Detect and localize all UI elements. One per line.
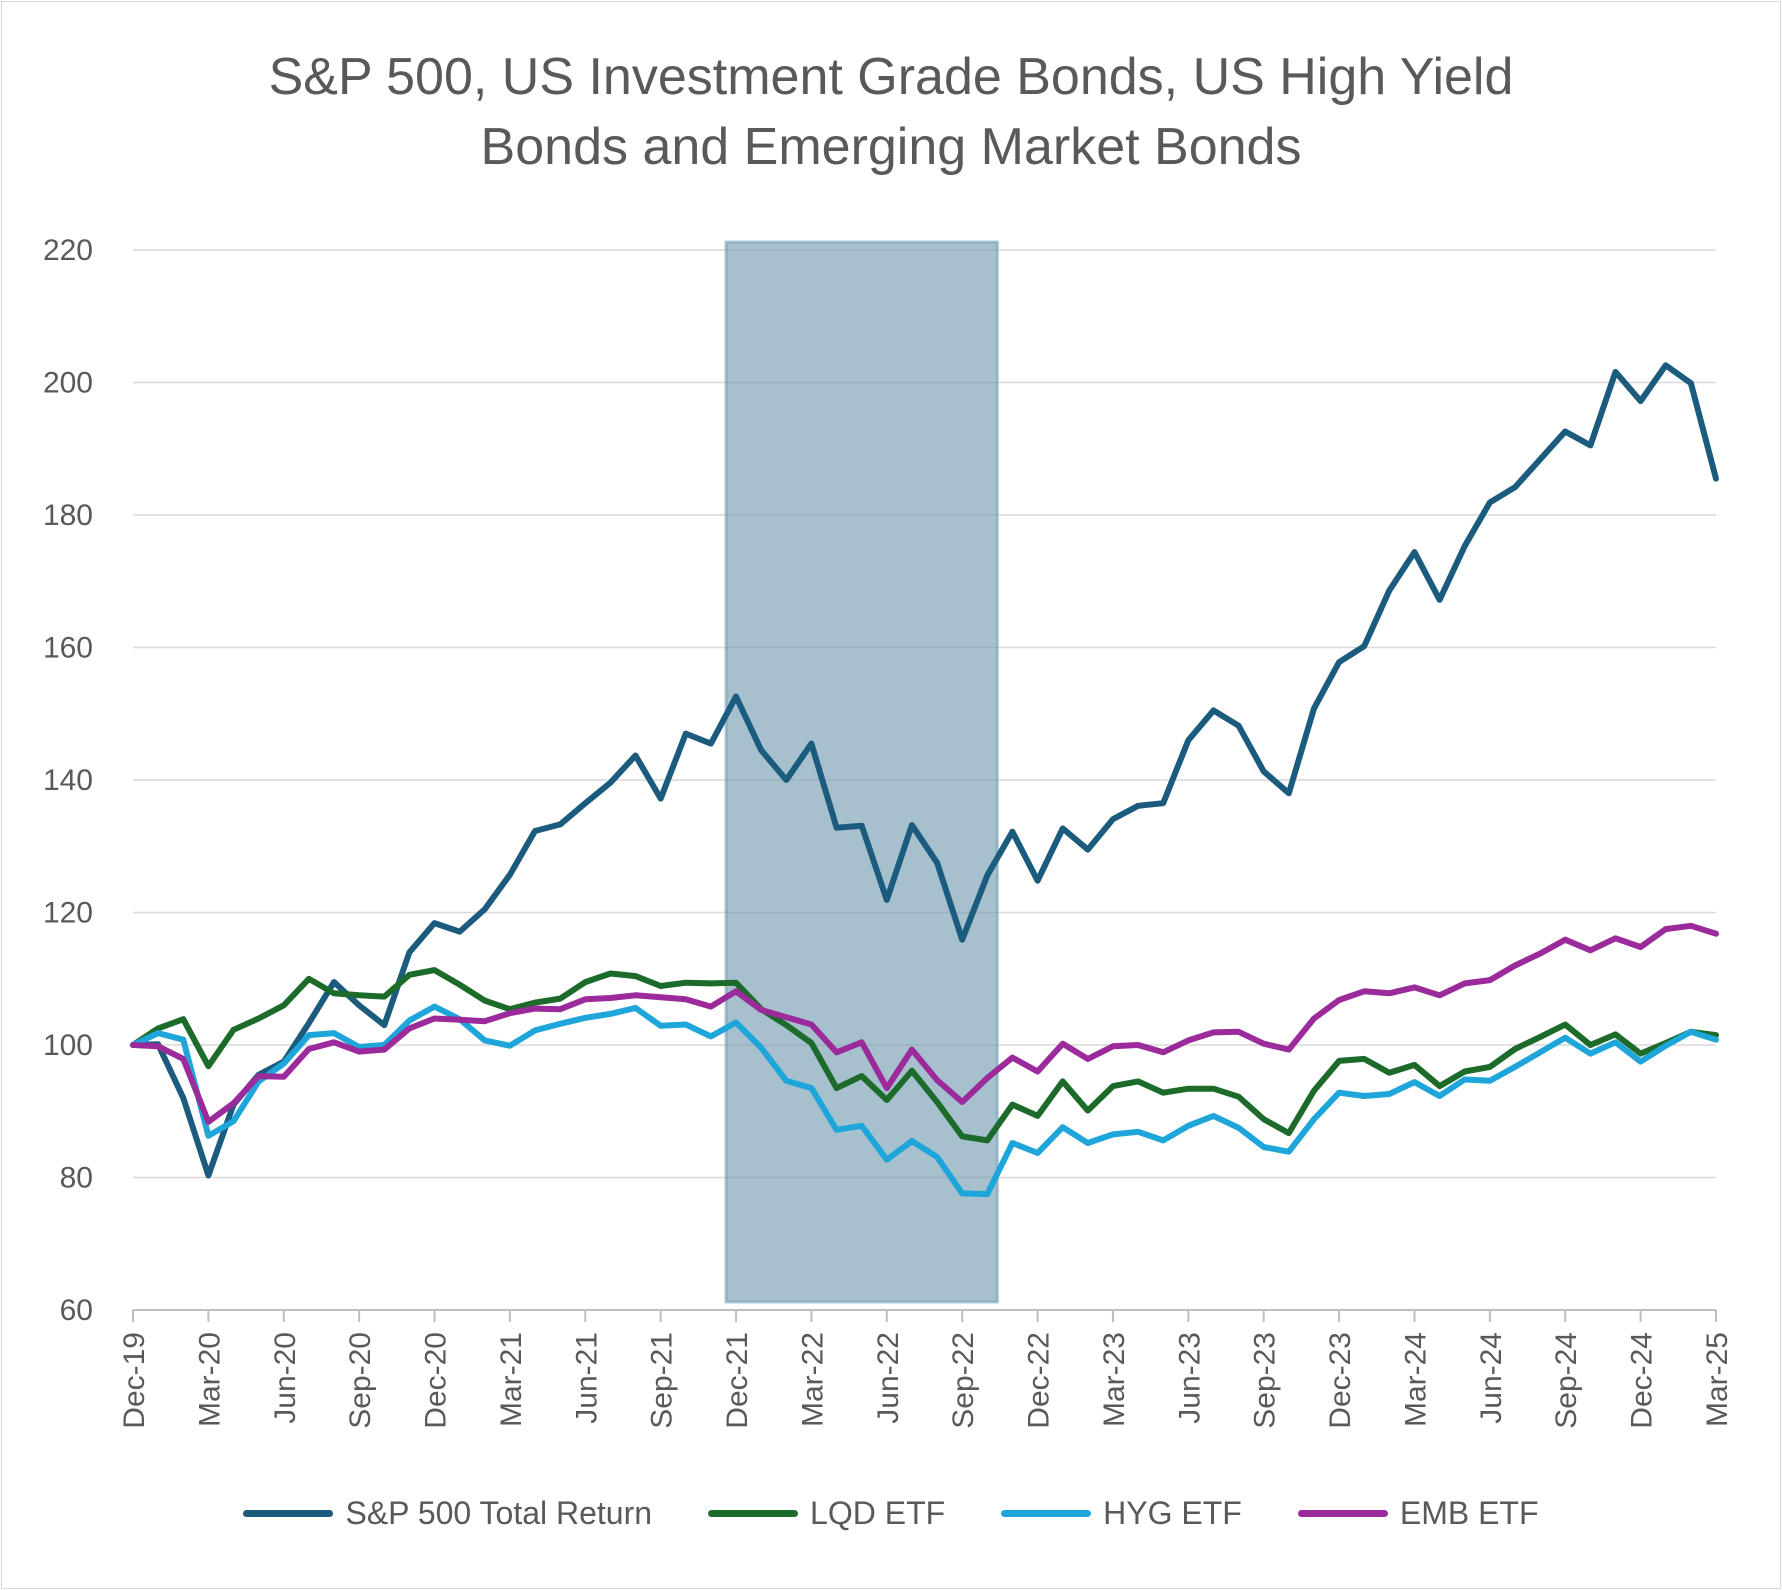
x-tick-label: Sep-20	[344, 1332, 377, 1429]
legend-label: EMB ETF	[1399, 1495, 1539, 1531]
shaded-region	[724, 240, 999, 1304]
y-tick-label: 160	[43, 632, 93, 665]
series-line-hyg-etf	[130, 1003, 1719, 1198]
y-tick-label: 100	[43, 1029, 93, 1062]
legend-swatch	[1297, 1510, 1388, 1517]
x-tick-label: Sep-24	[1550, 1332, 1583, 1429]
x-tick-label: Mar-21	[495, 1332, 528, 1427]
x-tick-label: Sep-22	[947, 1332, 980, 1429]
x-tick-label: Jun-22	[872, 1332, 905, 1424]
series-line-lqd-etf	[130, 967, 1719, 1144]
legend-item: LQD ETF	[708, 1495, 945, 1532]
x-tick-label: Dec-23	[1324, 1332, 1357, 1429]
x-tick-label: Mar-24	[1399, 1332, 1432, 1427]
legend-swatch	[243, 1510, 334, 1517]
legend-swatch	[708, 1510, 799, 1517]
y-tick-label: 80	[60, 1162, 93, 1195]
x-tick-label: Jun-21	[570, 1332, 603, 1424]
y-tick-label: 140	[43, 764, 93, 797]
legend-swatch	[1001, 1510, 1092, 1517]
chart-title-line-1: S&P 500, US Investment Grade Bonds, US H…	[268, 48, 1514, 106]
series-line-emb-etf	[130, 922, 1719, 1125]
x-tick-label: Jun-20	[269, 1332, 302, 1424]
x-tick-label: Dec-21	[721, 1332, 754, 1429]
x-tick-label: Jun-23	[1173, 1332, 1206, 1424]
legend-item: EMB ETF	[1297, 1495, 1539, 1532]
x-tick-label: Jun-24	[1475, 1332, 1508, 1424]
legend-label: LQD ETF	[810, 1495, 946, 1531]
x-tick-label: Sep-21	[646, 1332, 679, 1429]
x-tick-label: Mar-20	[193, 1332, 226, 1427]
x-tick-label: Dec-24	[1626, 1332, 1659, 1429]
y-tick-label: 180	[43, 499, 93, 532]
x-tick-label: Dec-20	[420, 1332, 453, 1429]
chart-title: S&P 500, US Investment Grade Bonds, US H…	[2, 42, 1780, 182]
y-tick-label: 60	[60, 1294, 93, 1327]
legend-item: HYG ETF	[1001, 1495, 1242, 1532]
legend: S&P 500 Total Return LQD ETF HYG ETF EMB ET…	[0, 1495, 1782, 1532]
x-tick-label: Mar-23	[1098, 1332, 1131, 1427]
x-tick-label: Mar-25	[1701, 1332, 1734, 1427]
y-tick-label: 220	[43, 234, 93, 267]
chart-title-line-2: Bonds and Emerging Market Bonds	[480, 118, 1302, 176]
y-tick-label: 200	[43, 367, 93, 400]
legend-item: S&P 500 Total Return	[243, 1495, 652, 1532]
y-tick-label: 120	[43, 897, 93, 930]
x-tick-label: Dec-19	[118, 1332, 151, 1429]
legend-label: S&P 500 Total Return	[345, 1495, 653, 1531]
x-tick-label: Mar-22	[796, 1332, 829, 1427]
legend-label: HYG ETF	[1103, 1495, 1242, 1531]
x-tick-label: Sep-23	[1249, 1332, 1282, 1429]
x-tick-label: Dec-22	[1023, 1332, 1056, 1429]
